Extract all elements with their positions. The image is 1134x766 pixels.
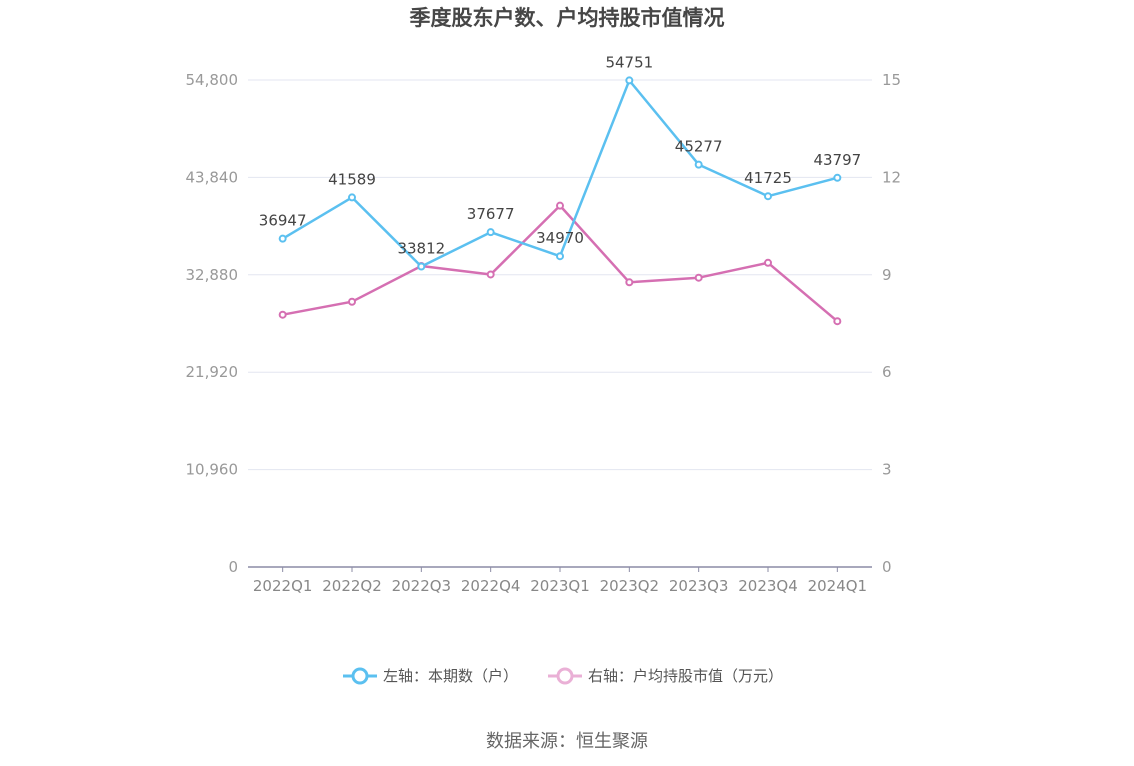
left-series-point — [833, 173, 842, 182]
data-label: 41589 — [328, 170, 376, 188]
left-series-point — [417, 262, 426, 271]
data-label: 33812 — [397, 240, 445, 258]
y-left-tick-label: 10,960 — [186, 461, 239, 479]
x-tick-label: 2023Q1 — [530, 577, 590, 595]
legend-label: 左轴：本期数（户） — [383, 667, 518, 685]
left-series-point — [694, 160, 703, 169]
y-right-tick-label: 6 — [882, 363, 892, 381]
chart-title: 季度股东户数、户均持股市值情况 — [410, 6, 725, 30]
legend-marker — [556, 667, 574, 685]
x-tick-label: 2023Q4 — [738, 577, 798, 595]
y-right-tick-label: 9 — [882, 266, 892, 284]
x-tick-label: 2023Q3 — [669, 577, 729, 595]
data-label: 37677 — [467, 205, 515, 223]
legend-marker — [351, 667, 369, 685]
source-note: 数据来源：恒生聚源 — [486, 731, 648, 752]
right-series-point — [625, 278, 634, 287]
x-tick-label: 2022Q4 — [461, 577, 521, 595]
right-series-line — [282, 204, 839, 323]
x-tick-label: 2024Q1 — [808, 577, 868, 595]
y-left-tick-label: 0 — [228, 558, 238, 576]
x-tick-label: 2022Q1 — [253, 577, 313, 595]
left-series-point — [486, 228, 495, 237]
y-left-tick-label: 43,840 — [186, 168, 239, 186]
left-series-point — [764, 192, 772, 201]
data-label: 41725 — [744, 169, 792, 187]
legend: 左轴：本期数（户） 右轴：户均持股市值（万元） — [343, 667, 783, 685]
data-labels: 36947 41589 33812 37677 34970 54751 45277 41725… — [259, 53, 861, 257]
right-series-point — [764, 258, 772, 267]
right-series-point — [278, 310, 287, 319]
left-series-point — [556, 252, 564, 261]
y-left-tick-label: 21,920 — [186, 363, 239, 381]
left-series-point — [278, 234, 287, 243]
legend-label: 右轴：户均持股市值（万元） — [588, 667, 783, 685]
data-label: 36947 — [259, 212, 307, 230]
left-series-point — [625, 76, 634, 85]
right-series-point — [486, 270, 495, 279]
right-series-point — [556, 201, 564, 210]
y-right-tick-label: 0 — [882, 558, 892, 576]
y-right-tick-label: 12 — [882, 168, 901, 186]
right-series-point — [694, 273, 703, 282]
data-label: 43797 — [813, 151, 861, 169]
x-tick-label: 2023Q2 — [600, 577, 660, 595]
y-right-tick-label: 3 — [882, 461, 892, 479]
y-right-tick-label: 15 — [882, 71, 901, 89]
y-left-tick-label: 54,800 — [186, 71, 239, 89]
x-tick-label: 2022Q2 — [322, 577, 382, 595]
right-series-point — [348, 297, 356, 306]
data-label: 54751 — [605, 53, 653, 71]
data-label: 34970 — [536, 229, 584, 247]
axes: 0 0 10,960 3 21,920 6 32,880 9 43,840 12 54,800 15 2… — [186, 71, 902, 595]
grid-lines — [248, 79, 872, 471]
y-left-tick-label: 32,880 — [186, 266, 239, 284]
x-tick-label: 2022Q3 — [392, 577, 452, 595]
data-label: 45277 — [675, 138, 723, 156]
left-series-point — [348, 193, 356, 202]
series-layer — [278, 76, 842, 326]
right-series-point — [833, 317, 842, 326]
